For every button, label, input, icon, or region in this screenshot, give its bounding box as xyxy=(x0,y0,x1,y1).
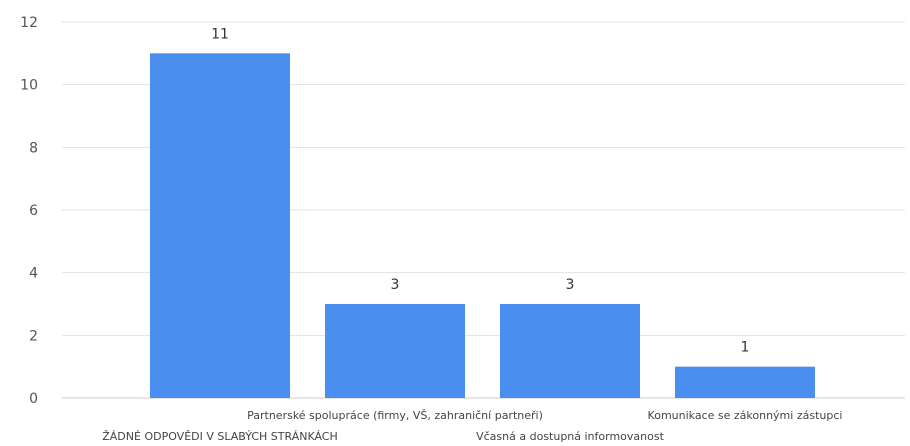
bar xyxy=(150,53,290,398)
category-label: ŽÁDNÉ ODPOVĚDI V SLABÝCH STRÁNKÁCH xyxy=(102,430,338,443)
y-tick-label: 8 xyxy=(29,140,38,156)
bar xyxy=(325,304,465,398)
data-labels: 11 3 3 1 xyxy=(211,26,749,355)
bars xyxy=(150,53,815,398)
data-label: 3 xyxy=(391,277,400,293)
y-tick-label: 10 xyxy=(20,78,38,94)
category-labels: ŽÁDNÉ ODPOVĚDI V SLABÝCH STRÁNKÁCH Partne… xyxy=(102,409,842,443)
y-tick-label: 2 xyxy=(29,328,38,344)
y-axis-tick-labels: 0 2 4 6 8 10 12 xyxy=(20,15,38,407)
y-tick-label: 12 xyxy=(20,15,38,31)
bar xyxy=(500,304,640,398)
category-label: Partnerské spolupráce (firmy, VŠ, zahran… xyxy=(247,409,543,422)
y-tick-label: 4 xyxy=(29,266,38,282)
data-label: 3 xyxy=(566,277,575,293)
data-label: 1 xyxy=(741,340,750,356)
y-tick-label: 6 xyxy=(29,203,38,219)
y-tick-label: 0 xyxy=(29,391,38,407)
category-label: Včasná a dostupná informovanost xyxy=(476,430,664,443)
bar xyxy=(675,366,815,398)
category-label: Komunikace se zákonnými zástupci xyxy=(648,409,843,422)
data-label: 11 xyxy=(211,26,229,42)
